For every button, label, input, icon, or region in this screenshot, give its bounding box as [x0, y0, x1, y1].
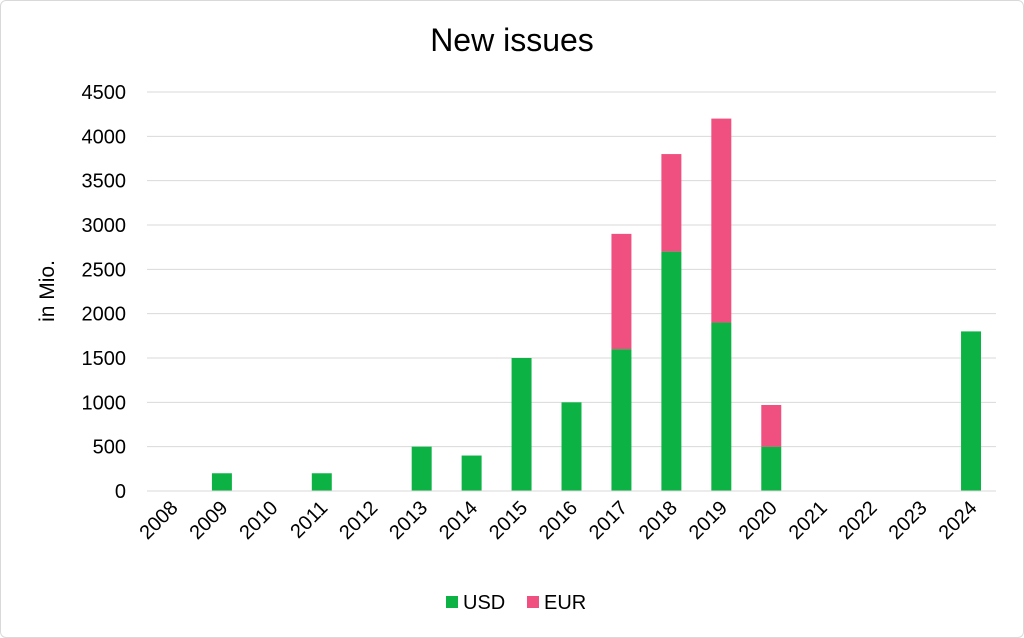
- bar-usd-2015: [511, 358, 532, 491]
- x-tick-label: 2011: [286, 497, 332, 543]
- y-tick-label: 3000: [82, 215, 127, 237]
- legend: USD EUR: [446, 592, 586, 614]
- bar-usd-2016: [561, 402, 582, 491]
- bar-eur-2018: [661, 154, 682, 252]
- bar-eur-2020: [761, 404, 782, 447]
- legend-swatch-eur: [527, 596, 539, 608]
- bar-usd-2018: [661, 251, 682, 491]
- bar-usd-2017: [611, 349, 632, 491]
- bar-eur-2019: [711, 118, 732, 323]
- bar-eur-2017: [611, 233, 632, 350]
- legend-label-eur: EUR: [544, 592, 586, 614]
- x-axis-ticks: 2008 2009 2010 2011 2012 2013 2014 2015 2016 2017…: [135, 497, 981, 544]
- bar-usd-2019: [711, 322, 732, 491]
- bar-usd-2011: [311, 473, 332, 491]
- y-tick-label: 0: [115, 481, 126, 503]
- x-tick-label: 2019: [685, 497, 732, 544]
- y-tick-label: 4000: [82, 126, 127, 148]
- x-tick-label: 2024: [935, 497, 982, 544]
- x-tick-label: 2015: [485, 497, 532, 544]
- x-tick-label: 2009: [185, 497, 232, 544]
- x-tick-label: 2018: [635, 497, 682, 544]
- x-tick-label: 2014: [435, 497, 482, 544]
- x-tick-label: 2008: [135, 497, 182, 544]
- x-tick-label: 2016: [535, 497, 582, 544]
- y-tick-label: 1000: [82, 392, 127, 414]
- x-tick-label: 2017: [585, 497, 632, 544]
- x-tick-label: 2021: [785, 497, 832, 544]
- y-axis-label: in Mio.: [36, 260, 59, 322]
- bar-usd-2013: [411, 446, 432, 491]
- bar-usd-2024: [961, 331, 982, 491]
- x-tick-label: 2022: [835, 497, 882, 544]
- legend-swatch-usd: [446, 596, 458, 608]
- x-tick-label: 2012: [335, 497, 382, 544]
- y-axis-ticks: 0 500 1000 1500 2000 2500 3000 3500 4000 4500: [82, 82, 127, 503]
- x-tick-label: 2020: [735, 497, 782, 544]
- y-tick-label: 4500: [82, 82, 127, 104]
- y-tick-label: 2500: [82, 259, 127, 281]
- y-tick-label: 500: [93, 437, 126, 459]
- y-tick-label: 1500: [82, 348, 127, 370]
- chart-title: New issues: [430, 22, 594, 58]
- bar-usd-2014: [461, 455, 482, 491]
- bar-usd-2009: [211, 473, 232, 491]
- y-tick-label: 3500: [82, 171, 127, 193]
- x-tick-label: 2010: [235, 497, 282, 544]
- x-tick-label: 2013: [385, 497, 432, 544]
- y-tick-label: 2000: [82, 304, 127, 326]
- x-tick-label: 2023: [885, 497, 932, 544]
- legend-label-usd: USD: [463, 592, 505, 614]
- bar-usd-2020: [761, 446, 782, 491]
- bars: [211, 118, 982, 491]
